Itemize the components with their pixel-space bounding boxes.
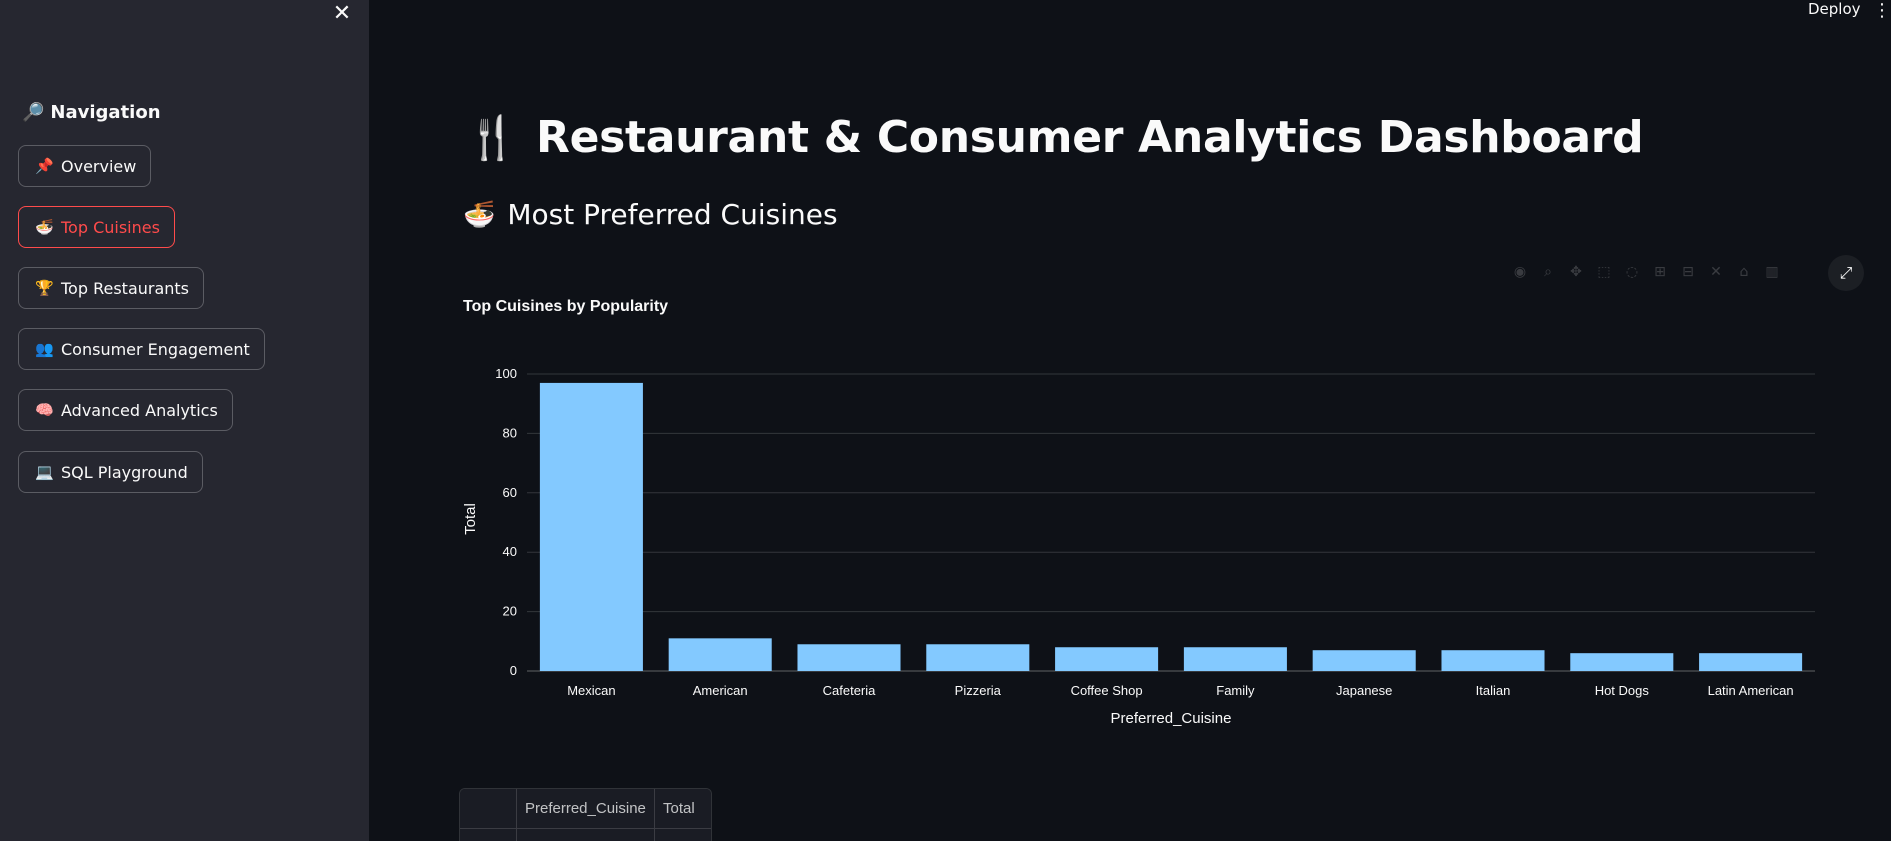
table-cell [655, 829, 711, 841]
zoom-icon[interactable]: ⌕ [1544, 264, 1552, 280]
chart-grid [527, 373, 1815, 672]
y-axis-ticks: 0 20 40 60 80 100 [495, 366, 517, 678]
trophy-icon: 🏆 [35, 279, 54, 297]
x-tick-label: Pizzeria [955, 683, 1002, 698]
zoom-out-icon[interactable]: ⊟ [1682, 264, 1694, 280]
camera-icon[interactable]: ◉ [1513, 264, 1527, 280]
x-tick-label: Mexican [567, 683, 615, 698]
bar-coffee-shop[interactable] [1055, 647, 1159, 671]
table-header-preferred-cuisine[interactable]: Preferred_Cuisine [517, 789, 655, 829]
fork-knife-icon: 🍴 [466, 112, 518, 162]
x-axis-label: Preferred_Cuisine [1111, 710, 1232, 727]
table-cell [517, 829, 655, 841]
x-tick-label: Italian [1476, 683, 1511, 698]
y-tick-label: 20 [503, 604, 517, 619]
home-icon[interactable]: ⌂ [1739, 264, 1749, 280]
chart-bars [539, 382, 1803, 671]
nav-button-label: Top Restaurants [61, 278, 190, 298]
x-tick-label: American [693, 683, 748, 698]
main-menu-icon[interactable]: ⋮ [1873, 0, 1891, 21]
nav-button-advanced-analytics[interactable]: 🧠 Advanced Analytics [18, 389, 233, 431]
nav-button-top-cuisines[interactable]: 🍜 Top Cuisines [18, 206, 175, 248]
nav-heading-label: Navigation [50, 102, 161, 123]
pan-icon[interactable]: ✥ [1570, 264, 1582, 280]
box-select-icon[interactable]: ⬚ [1597, 264, 1611, 280]
nav-button-sql-playground[interactable]: 💻 SQL Playground [18, 451, 203, 493]
x-axis-ticks: Mexican American Cafeteria Pizzeria Coffee S… [567, 683, 1793, 698]
y-tick-label: 80 [503, 425, 517, 440]
y-tick-label: 60 [503, 485, 517, 500]
brain-icon: 🧠 [35, 401, 54, 419]
zoom-in-icon[interactable]: ⊞ [1654, 264, 1666, 280]
x-tick-label: Japanese [1336, 683, 1392, 698]
autoscale-icon[interactable]: ✕ [1710, 264, 1722, 280]
pushpin-icon: 📌 [35, 157, 54, 175]
x-tick-label: Family [1216, 683, 1255, 698]
table-header-index [460, 789, 517, 829]
fullscreen-icon[interactable]: ⤢ [1828, 255, 1864, 291]
table-header-row: Preferred_Cuisine Total [460, 789, 711, 829]
bar-japanese[interactable] [1312, 650, 1416, 671]
deploy-button[interactable]: Deploy [1808, 0, 1861, 18]
nav-button-label: Top Cuisines [61, 217, 160, 237]
users-icon: 👥 [35, 340, 54, 358]
data-table[interactable]: Preferred_Cuisine Total [459, 788, 712, 841]
page-title-text: Restaurant & Consumer Analytics Dashboar… [536, 112, 1644, 163]
close-sidebar-icon[interactable]: ✕ [332, 0, 352, 26]
chart-modebar: ◉ ⌕ ✥ ⬚ ◌ ⊞ ⊟ ✕ ⌂ ▥ [1510, 262, 1782, 282]
chart-title: Top Cuisines by Popularity [463, 298, 668, 315]
plotly-logo-icon[interactable]: ▥ [1765, 264, 1779, 280]
bar-italian[interactable] [1441, 650, 1545, 671]
bar-family[interactable] [1183, 647, 1287, 671]
nav-button-overview[interactable]: 📌 Overview [18, 145, 152, 187]
noodle-bowl-icon: 🍜 [463, 199, 496, 230]
section-title-text: Most Preferred Cuisines [507, 198, 838, 231]
nav-button-consumer-engagement[interactable]: 👥 Consumer Engagement [18, 328, 265, 370]
y-tick-label: 100 [495, 366, 517, 381]
table-row [460, 829, 711, 841]
x-tick-label: Latin American [1708, 683, 1794, 698]
magnifier-icon: 🔎 [22, 102, 45, 123]
table-cell [460, 829, 517, 841]
lasso-select-icon[interactable]: ◌ [1625, 264, 1639, 280]
laptop-icon: 💻 [35, 463, 54, 481]
nav-button-top-restaurants[interactable]: 🏆 Top Restaurants [18, 267, 205, 309]
nav-button-label: Advanced Analytics [61, 400, 218, 420]
bar-hot-dogs[interactable] [1570, 653, 1674, 671]
table-header-total[interactable]: Total [655, 789, 711, 829]
bar-cafeteria[interactable] [797, 644, 901, 671]
section-title: 🍜 Most Preferred Cuisines [463, 198, 838, 231]
bar-american[interactable] [668, 638, 772, 671]
bar-pizzeria[interactable] [926, 644, 1030, 671]
bar-chart: Top Cuisines by Popularity 020406080100 … [462, 298, 1815, 727]
nav-heading: 🔎 Navigation [22, 102, 161, 123]
bar-mexican[interactable] [539, 382, 643, 671]
nav-button-label: Consumer Engagement [61, 339, 250, 359]
nav-button-label: Overview [61, 156, 137, 176]
bar-latin-american[interactable] [1699, 653, 1803, 671]
noodle-bowl-icon: 🍜 [35, 218, 54, 236]
sidebar: ✕ 🔎 Navigation 📌 Overview 🍜 Top Cuisines… [0, 0, 369, 841]
y-tick-label: 0 [510, 663, 517, 678]
x-tick-label: Cafeteria [823, 683, 877, 698]
x-tick-label: Hot Dogs [1595, 683, 1650, 698]
y-axis-label: Total [462, 503, 479, 535]
page-title: 🍴 Restaurant & Consumer Analytics Dashbo… [466, 112, 1644, 163]
nav-button-label: SQL Playground [61, 462, 188, 482]
y-tick-label: 40 [503, 544, 517, 559]
x-tick-label: Coffee Shop [1071, 683, 1143, 698]
